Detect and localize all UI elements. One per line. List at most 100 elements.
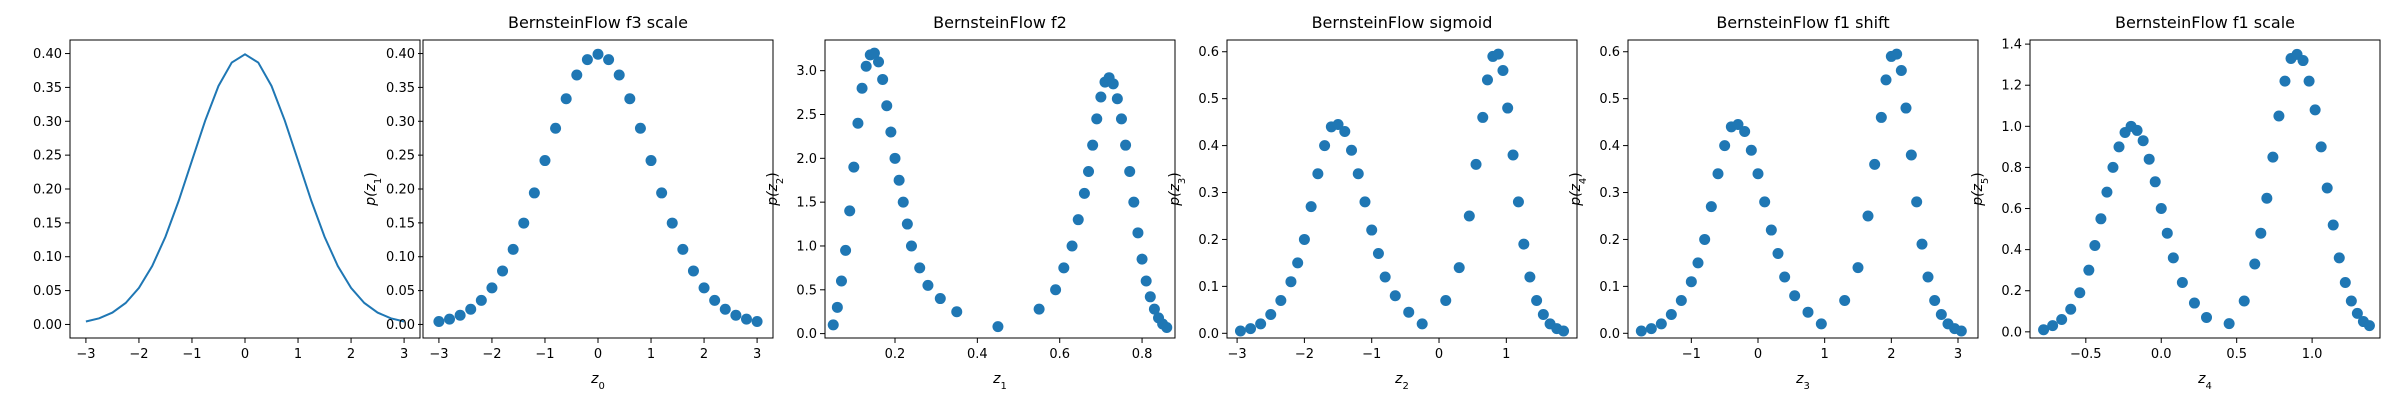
data-point — [433, 315, 445, 327]
y-tick-label: 0.0 — [1599, 327, 1620, 342]
chart-panel-6: −0.5 0.0 0.5 1.0 0.0 0.2 0.4 0.6 0.8 1.0 1.2 1.4 Ber… — [1970, 13, 2381, 392]
data-point — [719, 303, 731, 315]
data-point — [1955, 325, 1967, 337]
y-tick-label: 2.5 — [796, 108, 817, 123]
data-point — [2273, 110, 2285, 122]
x-tick-label: −3 — [1228, 347, 1247, 362]
y-tick-label: 0.05 — [33, 284, 62, 299]
y-tick-label: 0.00 — [386, 318, 415, 333]
data-point — [2137, 135, 2149, 147]
data-point — [1083, 165, 1095, 177]
y-axis-label-subscript: 5 — [1980, 178, 1991, 184]
x-tick-label: 3 — [753, 347, 761, 362]
data-point — [454, 309, 466, 321]
data-point — [1050, 284, 1062, 296]
chart-panel-5: −1 0 1 2 3 0.0 0.1 0.2 0.3 0.4 0.5 0.6 BernsteinFlow… — [1568, 13, 1979, 392]
data-point — [1705, 201, 1717, 213]
y-axis-label: p(z5) — [1970, 172, 1991, 207]
data-point — [881, 100, 893, 112]
data-point — [951, 306, 963, 318]
y-tick-label: 0.30 — [33, 115, 62, 130]
data-point — [550, 122, 562, 134]
data-point — [1285, 276, 1297, 288]
y-tick-label: 2.0 — [796, 152, 817, 167]
data-point — [2255, 227, 2267, 239]
data-point — [2065, 303, 2077, 315]
data-point — [2038, 324, 2050, 336]
data-point — [2201, 311, 2213, 323]
y-axis-label-close: ) — [765, 172, 781, 177]
x-axis-label-subscript: 2 — [1402, 381, 1408, 392]
data-point — [2249, 258, 2261, 270]
data-point — [1692, 257, 1704, 269]
x-axis-label-subscript: 4 — [2205, 381, 2211, 392]
data-point — [2345, 295, 2357, 307]
x-tick-label: 0.2 — [885, 347, 906, 362]
data-point — [868, 47, 880, 59]
data-point — [1645, 323, 1657, 335]
chart-panel-1: −3 −2 −1 0 1 2 3 0.00 0.05 0.10 0.15 0.20 0.25 0.30 0.… — [33, 39, 421, 362]
data-point — [934, 293, 946, 305]
data-point — [528, 187, 540, 199]
data-point — [740, 313, 752, 325]
data-point — [1880, 74, 1892, 86]
data-point — [656, 187, 668, 199]
data-point — [893, 174, 905, 186]
data-point — [1332, 118, 1344, 130]
y-axis-label: p(z3) — [1167, 172, 1188, 207]
plot-data — [1234, 48, 1570, 337]
y-tick-label: 0.10 — [33, 250, 62, 265]
data-point — [677, 243, 689, 255]
x-tick-label: −1 — [1362, 347, 1381, 362]
data-point — [1120, 139, 1132, 151]
data-point — [905, 240, 917, 252]
x-tick-label: 0.5 — [2226, 347, 2247, 362]
data-point — [1470, 158, 1482, 170]
data-point — [1685, 276, 1697, 288]
y-tick-label: 0.20 — [33, 183, 62, 198]
data-point — [1298, 233, 1310, 245]
x-tick-label: −3 — [429, 347, 448, 362]
x-tick-label: −2 — [482, 347, 501, 362]
y-axis-label-subscript: 2 — [775, 178, 786, 184]
data-point — [1312, 168, 1324, 180]
data-point — [1719, 140, 1731, 152]
chart-title: BernsteinFlow f1 scale — [2115, 13, 2295, 32]
y-tick-label: 1.0 — [2001, 120, 2022, 135]
x-tick-label: 1.0 — [2302, 347, 2323, 362]
y-axis-label-text: p(z — [765, 183, 781, 206]
data-point — [1655, 318, 1667, 330]
data-point — [1765, 224, 1777, 236]
y-tick-label: 0.6 — [1198, 45, 1219, 60]
data-point — [2095, 213, 2107, 225]
data-point — [518, 217, 530, 229]
plot-data — [827, 47, 1173, 333]
plot-frame — [1627, 39, 1979, 339]
y-tick-label: 0.6 — [2001, 202, 2022, 217]
x-axis-label: z0 — [590, 371, 605, 392]
data-point — [827, 319, 839, 331]
data-point — [1929, 294, 1941, 306]
y-tick-label: 0.4 — [1198, 139, 1219, 154]
data-point — [897, 196, 909, 208]
data-point — [709, 294, 721, 306]
data-point — [844, 205, 856, 217]
data-point — [1772, 248, 1784, 260]
plot-frame — [1226, 39, 1578, 339]
data-point — [613, 69, 625, 81]
data-point — [1779, 271, 1791, 283]
data-point — [992, 321, 1004, 333]
y-tick-label: 1.0 — [796, 239, 817, 254]
data-point — [1245, 323, 1257, 335]
y-axis-label-text: p(z — [1970, 183, 1986, 206]
y-tick-label: 0.2 — [1198, 233, 1219, 248]
data-point — [1935, 309, 1947, 321]
chart-title: BernsteinFlow f1 shift — [1716, 13, 1889, 32]
data-point — [1255, 318, 1267, 330]
data-point — [1802, 306, 1814, 318]
x-axis-label-subscript: 0 — [598, 381, 604, 392]
x-axis-label-text: z — [1394, 371, 1403, 387]
y-tick-label: 0.30 — [386, 115, 415, 130]
x-tick-label: 2 — [700, 347, 708, 362]
data-point — [2223, 318, 2235, 330]
